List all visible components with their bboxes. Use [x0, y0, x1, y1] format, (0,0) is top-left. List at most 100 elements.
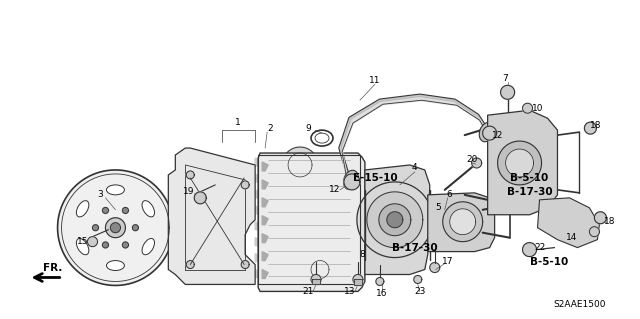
Ellipse shape — [106, 185, 124, 195]
Text: 17: 17 — [442, 257, 454, 266]
Polygon shape — [262, 198, 268, 207]
Text: 5: 5 — [435, 203, 440, 212]
Polygon shape — [483, 126, 497, 140]
Polygon shape — [430, 263, 440, 272]
Text: 15: 15 — [77, 237, 88, 246]
Polygon shape — [428, 193, 495, 252]
Polygon shape — [255, 190, 262, 198]
Polygon shape — [595, 212, 606, 224]
Text: 14: 14 — [566, 233, 577, 242]
Polygon shape — [255, 222, 262, 230]
Polygon shape — [195, 192, 206, 204]
Polygon shape — [255, 206, 262, 214]
Polygon shape — [498, 141, 541, 185]
Polygon shape — [367, 192, 423, 248]
Polygon shape — [589, 227, 600, 237]
Polygon shape — [262, 216, 268, 225]
Polygon shape — [523, 103, 532, 113]
Polygon shape — [357, 182, 433, 257]
Text: FR.: FR. — [43, 263, 62, 272]
Text: 19: 19 — [182, 187, 194, 197]
Polygon shape — [282, 147, 318, 183]
Polygon shape — [305, 255, 335, 285]
Polygon shape — [523, 243, 536, 256]
Text: 21: 21 — [302, 287, 314, 296]
Text: 8: 8 — [359, 250, 365, 259]
Text: B-17-30: B-17-30 — [392, 243, 438, 253]
Text: 11: 11 — [369, 76, 381, 85]
Text: 18: 18 — [604, 217, 615, 226]
Text: 23: 23 — [414, 287, 426, 296]
Polygon shape — [268, 238, 350, 246]
Polygon shape — [262, 234, 268, 243]
Polygon shape — [262, 270, 268, 278]
Polygon shape — [268, 277, 350, 285]
Ellipse shape — [344, 170, 358, 189]
Polygon shape — [472, 158, 482, 168]
Text: 7: 7 — [502, 74, 508, 83]
Polygon shape — [354, 279, 362, 286]
Polygon shape — [111, 223, 120, 233]
Polygon shape — [122, 242, 129, 248]
Polygon shape — [186, 261, 195, 269]
Polygon shape — [186, 171, 195, 179]
Polygon shape — [255, 254, 262, 262]
Polygon shape — [102, 242, 108, 248]
Text: 4: 4 — [412, 163, 418, 173]
Polygon shape — [443, 202, 483, 241]
Text: 18: 18 — [589, 121, 601, 130]
Text: 12: 12 — [329, 185, 340, 194]
Polygon shape — [340, 95, 490, 185]
Text: E-15-10: E-15-10 — [353, 173, 397, 183]
Polygon shape — [268, 212, 350, 220]
Ellipse shape — [76, 201, 89, 217]
Text: B-5-10: B-5-10 — [511, 173, 548, 183]
Text: 2: 2 — [268, 124, 273, 133]
Text: B-17-30: B-17-30 — [507, 187, 552, 197]
Polygon shape — [506, 149, 534, 177]
Polygon shape — [268, 160, 350, 168]
Polygon shape — [268, 186, 350, 194]
Polygon shape — [450, 209, 476, 235]
Polygon shape — [379, 204, 411, 236]
Polygon shape — [262, 252, 268, 261]
Polygon shape — [584, 122, 596, 134]
Polygon shape — [312, 279, 320, 285]
Polygon shape — [538, 198, 600, 248]
Polygon shape — [58, 170, 173, 286]
Polygon shape — [344, 174, 360, 190]
Text: 20: 20 — [466, 155, 477, 165]
Ellipse shape — [142, 239, 154, 255]
Text: 3: 3 — [98, 190, 103, 199]
Polygon shape — [106, 218, 125, 238]
Ellipse shape — [76, 239, 89, 255]
Polygon shape — [488, 110, 557, 215]
Polygon shape — [353, 274, 363, 285]
Polygon shape — [168, 148, 255, 285]
Polygon shape — [241, 181, 249, 189]
Ellipse shape — [142, 201, 154, 217]
Polygon shape — [414, 276, 422, 284]
Text: B-5-10: B-5-10 — [531, 256, 568, 267]
Polygon shape — [88, 237, 97, 247]
Text: 22: 22 — [534, 243, 545, 252]
Text: 16: 16 — [376, 289, 388, 298]
Ellipse shape — [106, 261, 124, 271]
Polygon shape — [255, 270, 262, 278]
Text: 13: 13 — [344, 287, 356, 296]
Polygon shape — [376, 278, 384, 286]
Polygon shape — [258, 153, 365, 292]
Polygon shape — [311, 274, 321, 285]
Text: 1: 1 — [236, 118, 241, 127]
Ellipse shape — [315, 133, 329, 143]
Polygon shape — [241, 261, 249, 269]
Polygon shape — [268, 199, 350, 207]
Polygon shape — [93, 225, 99, 231]
Polygon shape — [132, 225, 138, 231]
Polygon shape — [365, 165, 430, 274]
Polygon shape — [268, 225, 350, 233]
Text: 9: 9 — [305, 124, 311, 133]
Polygon shape — [268, 173, 350, 181]
Polygon shape — [262, 180, 268, 189]
Polygon shape — [122, 207, 129, 213]
